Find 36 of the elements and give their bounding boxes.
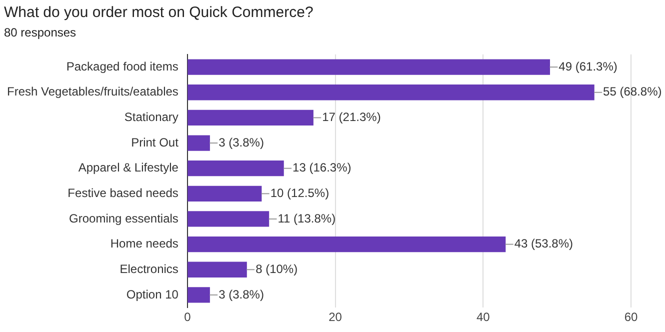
y-tick-label: Option 10 — [126, 287, 179, 302]
chart-title: What do you order most on Quick Commerce? — [4, 4, 314, 22]
bar — [188, 59, 550, 75]
bar — [188, 84, 594, 100]
x-tick-label: 20 — [328, 310, 342, 324]
text: 80 responses — [4, 26, 76, 40]
y-tick-label: Print Out — [131, 135, 180, 150]
y-tick-label: Apparel & Lifestyle — [78, 160, 179, 175]
bar — [188, 287, 210, 303]
y-tick-label: Festive based needs — [68, 186, 178, 200]
data-label: 55 (68.8%) — [603, 84, 662, 99]
data-label: 3 (3.8%) — [218, 135, 264, 150]
bar — [188, 211, 270, 227]
data-label: 17 (21.3%) — [322, 110, 381, 124]
bar — [188, 236, 506, 252]
data-label: 43 (53.8%) — [514, 236, 574, 251]
y-tick-label: Stationary — [124, 110, 178, 124]
data-label: 3 (3.8%) — [218, 287, 264, 302]
data-label: 13 (16.3%) — [292, 160, 352, 175]
x-tick-label: 40 — [476, 310, 490, 324]
data-label: 8 (10%) — [256, 262, 298, 276]
y-tick-label: Fresh Vegetables/fruits/eatables — [6, 84, 178, 99]
bar — [188, 186, 262, 202]
x-tick-label: 60 — [624, 310, 638, 324]
bar — [188, 160, 284, 176]
bar — [188, 262, 247, 278]
y-tick-label: Grooming essentials — [69, 211, 178, 226]
bar — [188, 135, 210, 151]
y-tick-label: Home needs — [110, 236, 178, 251]
bar — [188, 110, 314, 126]
data-label: 49 (61.3%) — [558, 59, 618, 74]
x-tick-label: 0 — [184, 310, 192, 324]
y-tick-label: Electronics — [120, 262, 178, 276]
data-label: 10 (12.5%) — [270, 186, 330, 200]
data-label: 11 (13.8%) — [278, 211, 336, 226]
y-tick-label: Packaged food items — [66, 59, 178, 74]
